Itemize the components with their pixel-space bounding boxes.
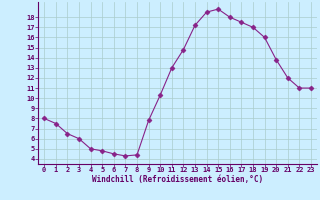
X-axis label: Windchill (Refroidissement éolien,°C): Windchill (Refroidissement éolien,°C) — [92, 175, 263, 184]
